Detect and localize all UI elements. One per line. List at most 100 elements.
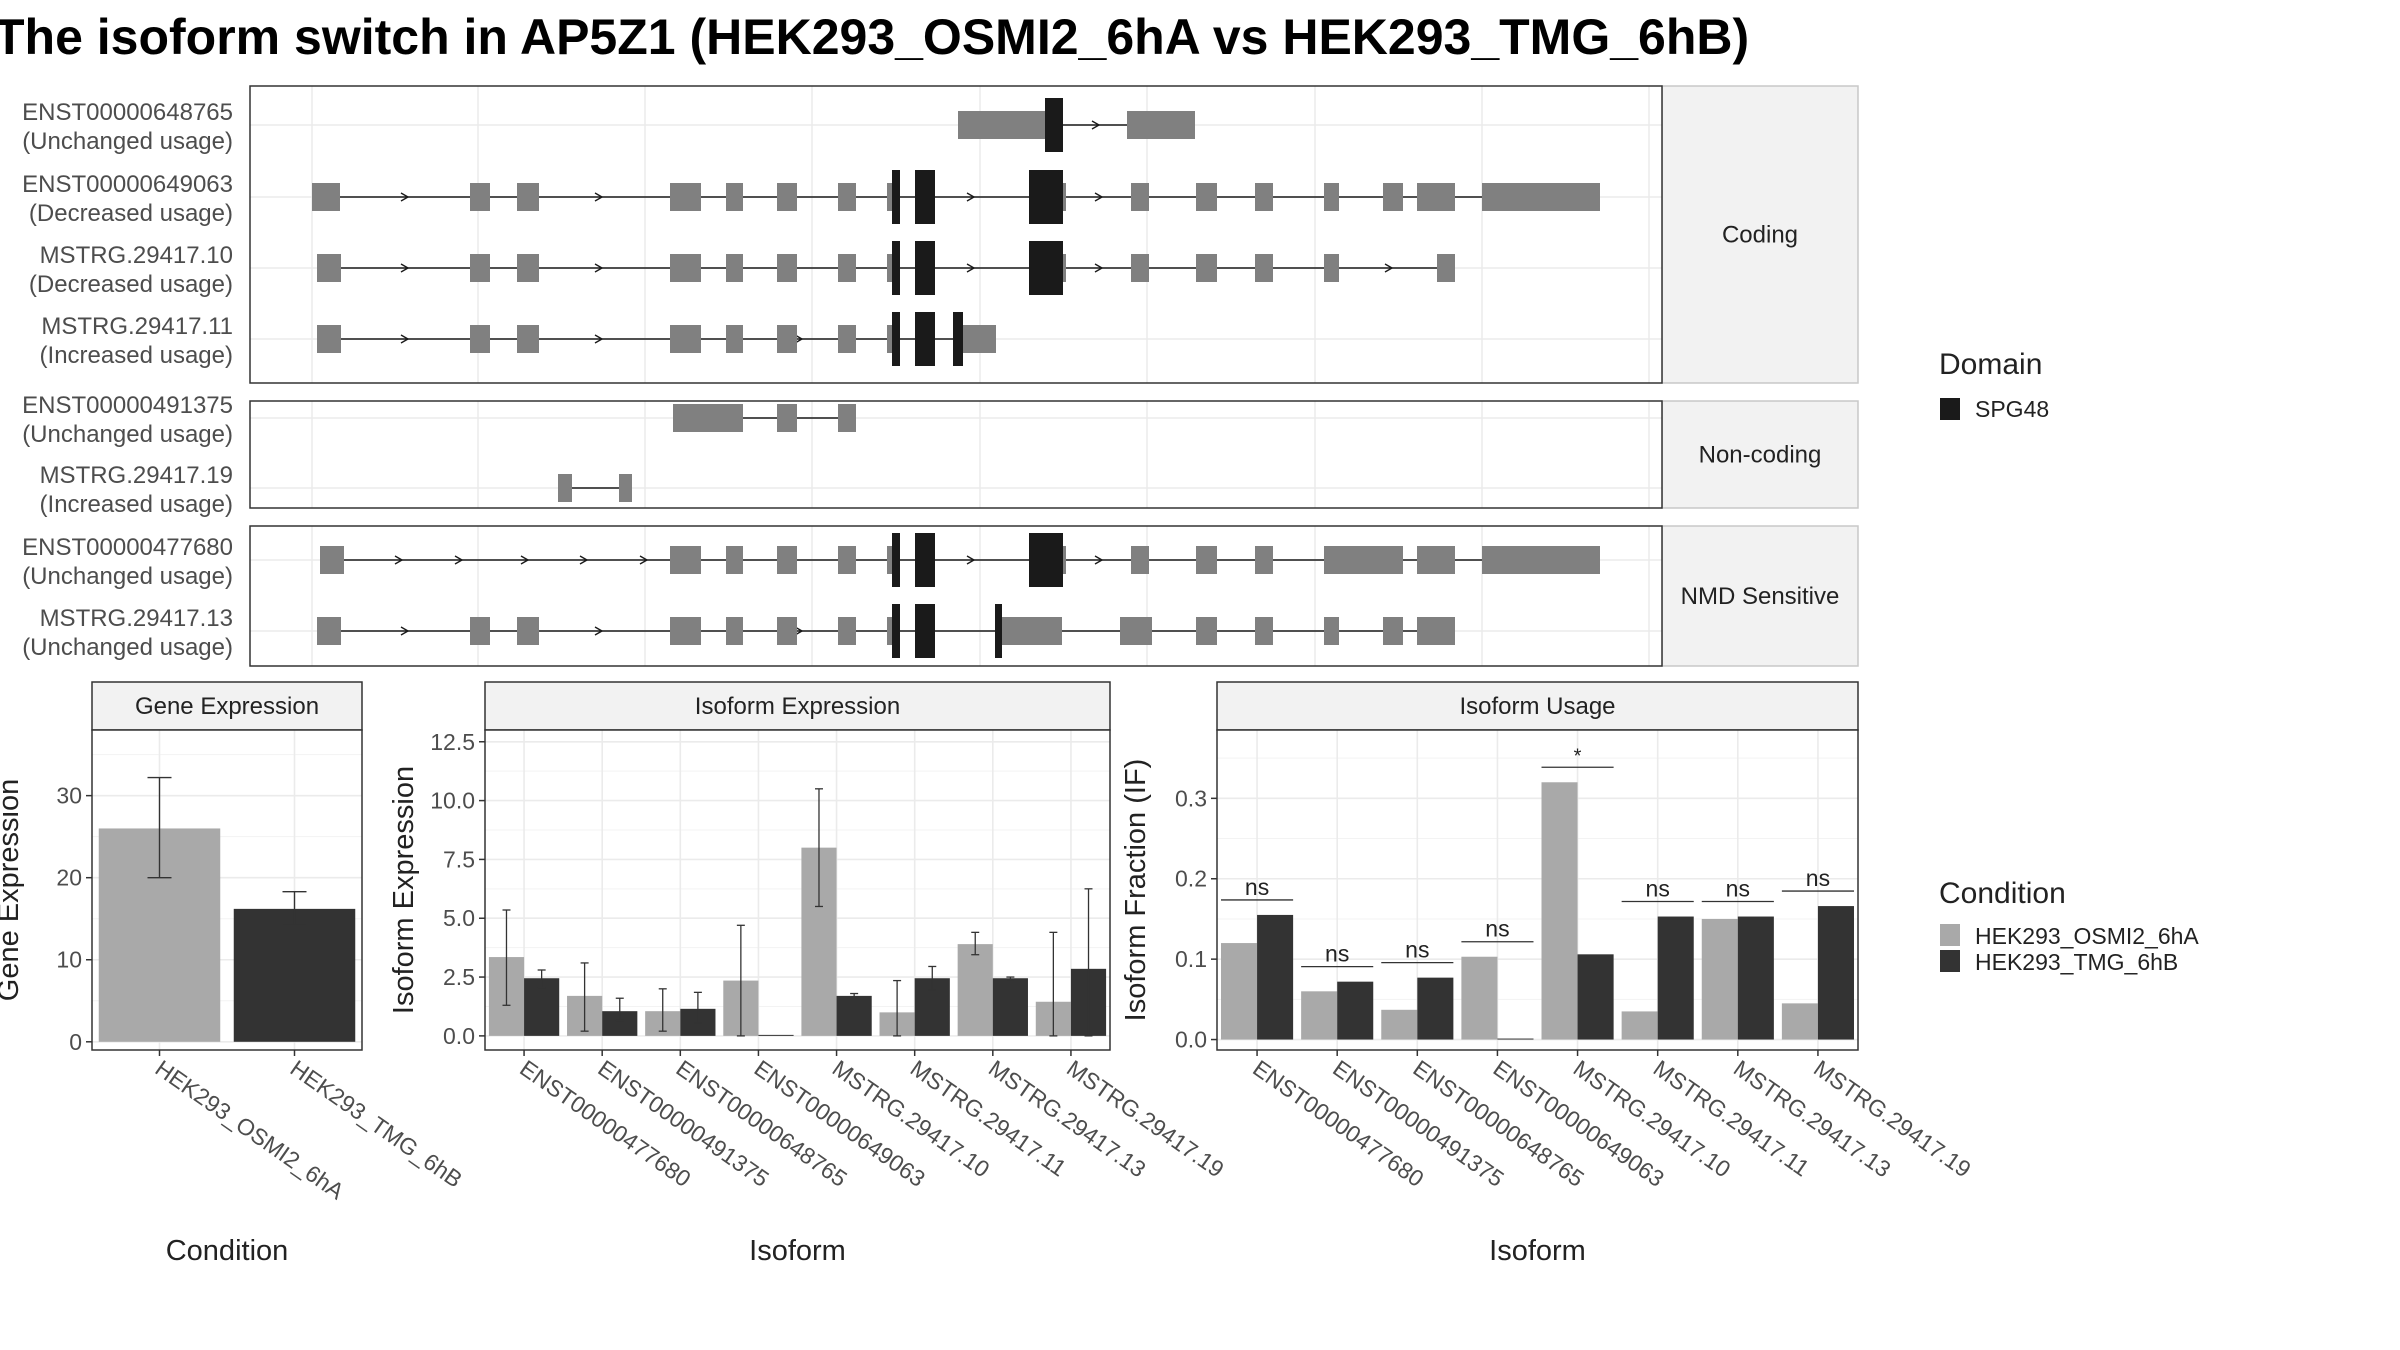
isoform-usage-label: (Decreased usage) (29, 271, 233, 298)
exon (1324, 617, 1339, 645)
bar-chart-3: Isoform Usage 0.0 0.1 0.2 0.3 ns ns ns ns * ns ns ns… (1120, 681, 1976, 1267)
exon (670, 546, 701, 574)
strand-arrow (394, 555, 404, 565)
expression-bar-charts: Gene Expression0102030HEK293_OSMI2_6hAHE… (0, 681, 1976, 1267)
exon (670, 325, 701, 353)
domain-block (1045, 98, 1063, 152)
y-tick-label: 5.0 (443, 905, 475, 931)
panel-title-strip (484, 681, 1111, 731)
panel-border (249, 525, 1663, 667)
exon (838, 254, 856, 282)
exon (1383, 617, 1403, 645)
exon (558, 474, 572, 502)
domain-legend-label: SPG48 (1975, 396, 2049, 422)
significance-label: ns (1485, 916, 1509, 942)
domain-block (1029, 170, 1063, 224)
figure-title: The isoform switch in AP5Z1 (HEK293_OSMI… (0, 9, 1749, 65)
plot-border (91, 729, 363, 1051)
isoform-row-MSTRG.29417.10: MSTRG.29417.10(Decreased usage) (29, 241, 1455, 298)
strand-arrow (794, 626, 804, 636)
exon (1324, 546, 1348, 574)
exon (838, 183, 856, 211)
bar-HEK293_TMG_6hB-ENST00000491375 (1337, 981, 1374, 1040)
strand-arrow (520, 555, 530, 565)
exon (470, 617, 490, 645)
exon (470, 183, 490, 211)
domain-block (915, 312, 935, 366)
strand-arrow (966, 555, 976, 565)
isoform-id-label: MSTRG.29417.13 (40, 605, 233, 632)
domain-block (892, 604, 900, 658)
domain-legend-title: Domain (1939, 348, 2042, 381)
exon (963, 325, 978, 353)
panel-strip-label: NMD Sensitive (1681, 583, 1840, 610)
exon (777, 325, 797, 353)
exon (673, 404, 743, 432)
exon (517, 617, 539, 645)
condition-legend-key (1940, 924, 1960, 946)
exon (777, 404, 797, 432)
exon (838, 404, 856, 432)
strand-arrow (966, 263, 976, 273)
bar-HEK293_TMG_6hB-MSTRG.29417.10 (836, 995, 872, 1036)
domain-block (1029, 241, 1063, 295)
panel-title: Isoform Usage (1459, 693, 1615, 720)
exon (726, 325, 743, 353)
exon (1417, 617, 1455, 645)
structure-panel-3: NMD Sensitive ENST00000477680(Unchanged u… (22, 525, 1859, 667)
exon (1127, 111, 1195, 139)
strand-arrow (966, 192, 976, 202)
isoform-id-label: MSTRG.29417.10 (40, 242, 233, 269)
panel-border (249, 85, 1663, 384)
domain-block (915, 170, 935, 224)
isoform-usage-label: (Increased usage) (40, 491, 233, 518)
exon (317, 254, 341, 282)
exon (1437, 254, 1455, 282)
exon (1196, 546, 1217, 574)
bar-HEK293_TMG_6hB-ENST00000477680 (1257, 914, 1294, 1040)
strand-arrow (400, 263, 410, 273)
exon (726, 546, 743, 574)
exon (312, 183, 340, 211)
domain-block (953, 312, 963, 366)
y-axis-title: Isoform Fraction (IF) (1120, 759, 1152, 1022)
y-axis-title: Gene Expression (0, 779, 25, 1001)
exon (777, 183, 797, 211)
exon (1348, 546, 1403, 574)
condition-legend-label: HEK293_OSMI2_6hA (1975, 923, 2199, 949)
significance-label: ns (1325, 941, 1349, 967)
exon (1417, 546, 1455, 574)
bar-HEK293_OSMI2_6hA-ENST00000648765 (1381, 1009, 1418, 1040)
strand-arrow (1384, 263, 1394, 273)
strand-arrow (454, 555, 464, 565)
domain-block (892, 241, 900, 295)
y-axis-title: Isoform Expression (388, 766, 420, 1014)
exon (978, 325, 996, 353)
strand-arrow (594, 192, 604, 202)
y-tick-label: 0.1 (1175, 946, 1207, 972)
domain-block (1029, 533, 1063, 587)
bar-HEK293_OSMI2_6hA-ENST00000649063 (1461, 956, 1498, 1040)
strand-arrow (594, 263, 604, 273)
isoform-usage-label: (Unchanged usage) (22, 128, 233, 155)
plot-border (484, 729, 1111, 1051)
exon (1255, 546, 1273, 574)
exon (1324, 254, 1339, 282)
exon (517, 183, 539, 211)
isoform-row-ENST00000649063: ENST00000649063(Decreased usage) (22, 170, 1600, 227)
exon (1120, 617, 1152, 645)
domain-block (892, 312, 900, 366)
isoform-row-ENST00000477680: ENST00000477680(Unchanged usage) (22, 533, 1600, 590)
exon (619, 474, 632, 502)
strand-arrow (794, 334, 804, 344)
isoform-row-ENST00000648765: ENST00000648765(Unchanged usage) (22, 98, 1195, 155)
exon (777, 254, 797, 282)
isoform-usage-label: (Increased usage) (40, 342, 233, 369)
strand-arrow (400, 192, 410, 202)
exon (670, 617, 701, 645)
exon (317, 617, 341, 645)
exon (1255, 254, 1273, 282)
isoform-row-MSTRG.29417.11: MSTRG.29417.11(Increased usage) (40, 312, 996, 369)
bar-HEK293_TMG_6hB-MSTRG.29417.13 (1737, 916, 1774, 1040)
